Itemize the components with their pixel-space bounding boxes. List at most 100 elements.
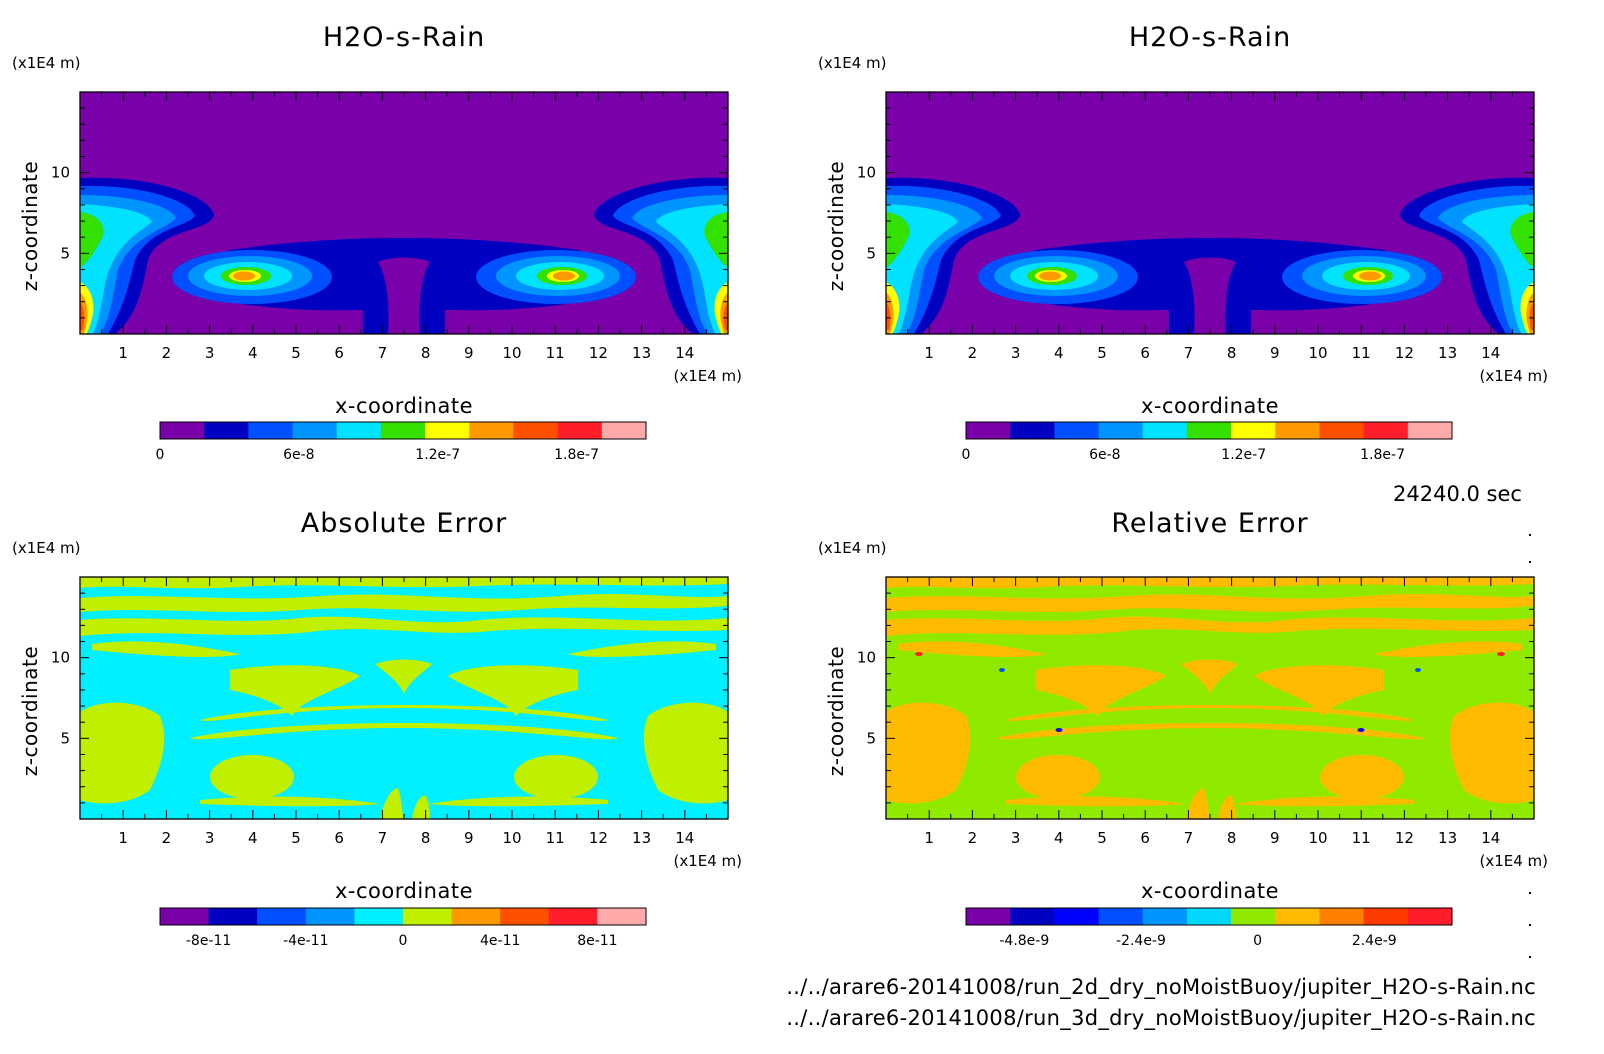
colorbar-swatch bbox=[292, 422, 338, 439]
colorbar-frame bbox=[159, 907, 647, 926]
x-tick-label: 14 bbox=[675, 829, 694, 847]
colorbar-swatch bbox=[160, 908, 210, 925]
x-tick-label: 8 bbox=[421, 829, 431, 847]
colorbar-swatch bbox=[966, 422, 1011, 439]
x-tick-label: 6 bbox=[334, 344, 344, 362]
colorbar-tick-label: 1.2e-7 bbox=[415, 447, 460, 463]
colorbar-tick-label: 1.8e-7 bbox=[554, 447, 599, 463]
x-tick-label: 14 bbox=[675, 344, 694, 362]
y-tick-label: 5 bbox=[60, 729, 70, 747]
x-tick-label: 9 bbox=[1270, 829, 1280, 847]
colorbar-swatch bbox=[1407, 908, 1453, 925]
x-tick-label: 14 bbox=[1481, 344, 1500, 362]
x-tick-label: 1 bbox=[924, 829, 934, 847]
x-tick-label: 11 bbox=[546, 829, 565, 847]
colorbar-tick-label: 0 bbox=[399, 933, 408, 949]
colorbar-swatch bbox=[513, 422, 559, 439]
x-tick-label: 6 bbox=[1140, 829, 1150, 847]
x-tick-label: 5 bbox=[1097, 344, 1107, 362]
colorbar-swatch bbox=[966, 908, 1011, 925]
x-tick-label: 13 bbox=[1438, 344, 1457, 362]
x-tick-label: 9 bbox=[1270, 344, 1280, 362]
x-tick-label: 7 bbox=[1184, 344, 1194, 362]
y-unit-label: (x1E4 m) bbox=[818, 539, 887, 557]
y-tick-label: 10 bbox=[857, 164, 876, 182]
panel-1-axes bbox=[79, 91, 729, 440]
x-tick-label: 4 bbox=[248, 829, 258, 847]
colorbar-frame bbox=[159, 421, 647, 440]
colorbar-swatch bbox=[204, 422, 249, 439]
x-unit-label: (x1E4 m) bbox=[1479, 852, 1548, 870]
colorbar-tick-label: -2.4e-9 bbox=[1116, 933, 1166, 949]
colorbar-swatch bbox=[1010, 908, 1055, 925]
x-tick-label: 12 bbox=[589, 829, 608, 847]
colorbar-tick-label: 6e-8 bbox=[283, 447, 314, 463]
x-tick-label: 6 bbox=[1140, 344, 1150, 362]
y-tick-label: 5 bbox=[866, 729, 876, 747]
y-axis-label: z-coordinate bbox=[824, 161, 848, 291]
y-unit-label: (x1E4 m) bbox=[12, 539, 81, 557]
colorbar-swatch bbox=[597, 908, 647, 925]
file-path-2: ../../arare6-20141008/run_3d_dry_noMoist… bbox=[786, 1006, 1536, 1030]
colorbar-frame bbox=[965, 907, 1453, 926]
colorbar-swatch bbox=[1186, 908, 1232, 925]
colorbar-swatch bbox=[1142, 908, 1188, 925]
colorbar-swatch bbox=[451, 908, 501, 925]
x-tick-label: 4 bbox=[1054, 829, 1064, 847]
x-unit-label: (x1E4 m) bbox=[1479, 367, 1548, 385]
x-tick-label: 8 bbox=[1227, 344, 1237, 362]
colorbar-tick-label: 0 bbox=[1253, 933, 1262, 949]
colorbar-tick-label: 4e-11 bbox=[480, 933, 520, 949]
x-tick-label: 11 bbox=[1352, 344, 1371, 362]
colorbar-swatch bbox=[354, 908, 404, 925]
panel-3-axes bbox=[79, 576, 729, 926]
x-tick-label: 9 bbox=[464, 829, 474, 847]
x-tick-label: 3 bbox=[1011, 829, 1021, 847]
y-unit-label: (x1E4 m) bbox=[12, 54, 81, 72]
colorbar-swatch bbox=[1186, 422, 1232, 439]
colorbar-frame bbox=[965, 421, 1453, 440]
x-tick-label: 4 bbox=[1054, 344, 1064, 362]
x-tick-label: 5 bbox=[1097, 829, 1107, 847]
panel-title: Absolute Error bbox=[301, 508, 507, 539]
x-tick-label: 12 bbox=[589, 344, 608, 362]
y-tick-label: 10 bbox=[857, 649, 876, 667]
colorbar-swatch bbox=[548, 908, 598, 925]
x-tick-label: 4 bbox=[248, 344, 258, 362]
colorbar-swatch bbox=[257, 908, 307, 925]
colorbar-swatch bbox=[1363, 908, 1409, 925]
x-tick-label: 2 bbox=[968, 344, 978, 362]
x-tick-label: 5 bbox=[291, 829, 301, 847]
panel-2-axes bbox=[885, 91, 1535, 440]
y-axis-label: z-coordinate bbox=[18, 646, 42, 776]
colorbar-swatch bbox=[1231, 908, 1276, 925]
colorbar-swatch bbox=[1010, 422, 1055, 439]
colorbar-tick-label: 0 bbox=[156, 447, 165, 463]
colorbar-swatch bbox=[305, 908, 355, 925]
colorbar-swatch bbox=[1275, 422, 1320, 439]
x-tick-label: 2 bbox=[162, 344, 172, 362]
x-tick-label: 2 bbox=[968, 829, 978, 847]
colorbar-swatch bbox=[1054, 422, 1100, 439]
colorbar-swatch bbox=[557, 422, 603, 439]
x-axis-label: x-coordinate bbox=[335, 394, 473, 418]
time-label: 24240.0 sec bbox=[1393, 482, 1522, 506]
y-tick-label: 5 bbox=[866, 244, 876, 262]
colorbar-swatch bbox=[336, 422, 382, 439]
x-tick-label: 13 bbox=[1438, 829, 1457, 847]
colorbar-swatch bbox=[1098, 422, 1144, 439]
colorbar-tick-label: 1.8e-7 bbox=[1360, 447, 1405, 463]
colorbar-swatch bbox=[403, 908, 453, 925]
x-tick-label: 10 bbox=[502, 829, 521, 847]
x-tick-label: 11 bbox=[546, 344, 565, 362]
x-axis-label: x-coordinate bbox=[1141, 879, 1279, 903]
x-tick-label: 7 bbox=[1184, 829, 1194, 847]
x-tick-label: 1 bbox=[118, 829, 128, 847]
x-tick-label: 7 bbox=[378, 344, 388, 362]
colorbar-swatch bbox=[1363, 422, 1409, 439]
colorbar-tick-label: 1.2e-7 bbox=[1221, 447, 1266, 463]
x-tick-label: 12 bbox=[1395, 344, 1414, 362]
x-tick-label: 3 bbox=[205, 829, 215, 847]
colorbar-swatch bbox=[1407, 422, 1453, 439]
